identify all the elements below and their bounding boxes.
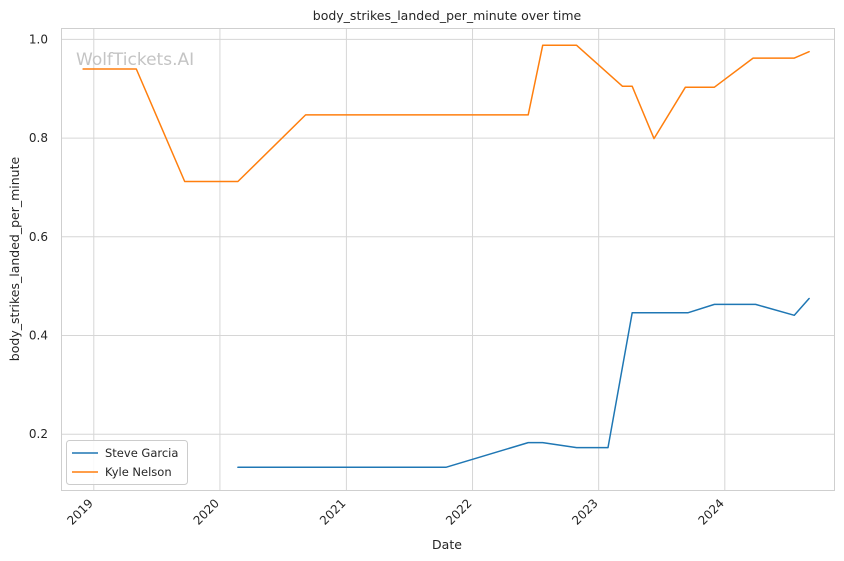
grid-lines [62, 29, 834, 490]
x-axis-label: Date [432, 537, 462, 552]
series-line-kyle-nelson [82, 44, 810, 183]
y-tick-label: 1.0 [29, 32, 48, 46]
y-axis-label: body_strikes_landed_per_minute [7, 156, 22, 361]
chart-title: body_strikes_landed_per_minute over time [313, 8, 582, 23]
y-tick-label: 0.4 [29, 329, 48, 343]
legend-label: Kyle Nelson [105, 465, 172, 479]
series-line-steve-garcia [237, 297, 810, 469]
legend: Steve Garcia Kyle Nelson [66, 440, 188, 485]
y-tick-label: 0.2 [29, 427, 48, 441]
series-layer [82, 44, 810, 469]
legend-box [66, 440, 188, 485]
y-tick-label: 0.6 [29, 230, 48, 244]
legend-label: Steve Garcia [105, 446, 178, 460]
y-tick-label: 0.8 [29, 131, 48, 145]
watermark: WolfTickets.AI [76, 50, 194, 70]
plot-frame [61, 28, 835, 491]
